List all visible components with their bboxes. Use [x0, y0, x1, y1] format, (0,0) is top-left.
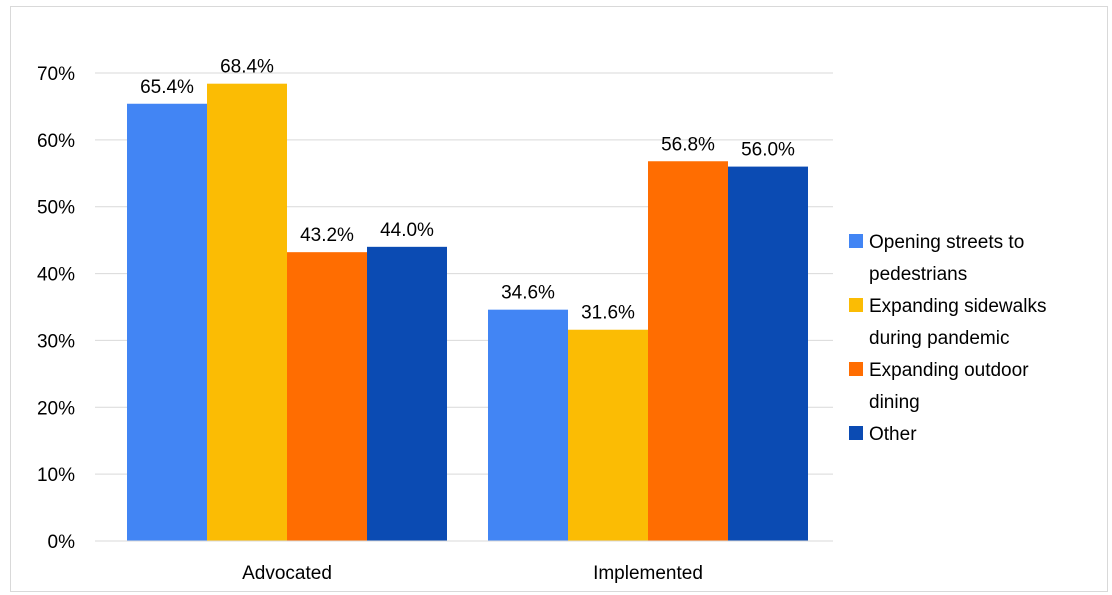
- bar: [488, 309, 568, 541]
- bar: [648, 161, 728, 541]
- y-tick-label: 40%: [37, 265, 75, 286]
- legend-swatch: [849, 362, 863, 376]
- x-category-label: Implemented: [593, 563, 703, 584]
- data-label: 68.4%: [220, 57, 274, 78]
- legend-label: pedestrians: [869, 264, 967, 285]
- legend-label: Opening streets to: [869, 232, 1024, 253]
- y-tick-label: 0%: [48, 532, 76, 553]
- legend-label: Expanding outdoor: [869, 360, 1029, 381]
- data-label: 65.4%: [140, 77, 194, 98]
- data-label: 43.2%: [300, 225, 354, 246]
- axes: 0% 10% 20% 30% 40% 50% 60% 70% Advocated Implemen…: [37, 64, 833, 584]
- legend-swatch: [849, 234, 863, 248]
- chart-frame: 0% 10% 20% 30% 40% 50% 60% 70% Advocated Implemen…: [10, 6, 1108, 592]
- bar: [568, 329, 648, 541]
- legend-swatch: [849, 426, 863, 440]
- bar: [367, 246, 447, 542]
- data-label: 44.0%: [380, 220, 434, 241]
- data-label: 56.0%: [741, 140, 795, 161]
- bar: [207, 83, 287, 541]
- legend-label: Expanding sidewalks: [869, 296, 1046, 317]
- data-labels: 65.4% 34.6% 68.4% 31.6% 43.2% 56.8% 44.0% 56.0%: [140, 57, 795, 324]
- bars: [127, 83, 808, 542]
- y-tick-label: 10%: [37, 465, 75, 486]
- data-label: 34.6%: [501, 283, 555, 304]
- legend-swatch: [849, 298, 863, 312]
- y-tick-label: 20%: [37, 398, 75, 419]
- y-tick-label: 70%: [37, 64, 75, 85]
- bar: [287, 252, 367, 542]
- bar: [728, 166, 808, 541]
- legend: Opening streets to pedestrians Expanding s…: [849, 232, 1046, 445]
- legend-label: during pandemic: [869, 328, 1009, 349]
- y-tick-label: 30%: [37, 331, 75, 352]
- bar: [127, 103, 207, 542]
- x-category-label: Advocated: [242, 563, 332, 584]
- y-tick-label: 60%: [37, 131, 75, 152]
- legend-label: dining: [869, 392, 920, 413]
- y-tick-label: 50%: [37, 198, 75, 219]
- data-label: 31.6%: [581, 303, 635, 324]
- data-label: 56.8%: [661, 134, 715, 155]
- legend-label: Other: [869, 424, 917, 445]
- bar-chart: 0% 10% 20% 30% 40% 50% 60% 70% Advocated Implemen…: [37, 57, 1046, 584]
